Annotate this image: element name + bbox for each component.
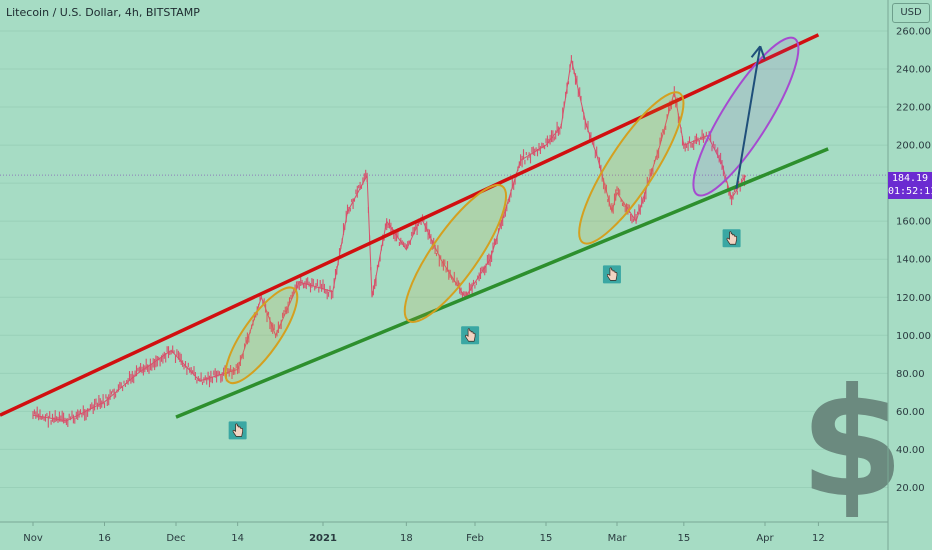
- x-tick-label: 16: [98, 533, 111, 544]
- currency-button[interactable]: USD: [892, 3, 930, 23]
- projection-arrow[interactable]: [735, 46, 762, 190]
- pointing-hand-icon: [602, 265, 621, 284]
- grid: [0, 30, 888, 488]
- x-tick-label: 18: [400, 533, 413, 544]
- y-tick-label: 80.00: [896, 369, 925, 380]
- resistance-trendline[interactable]: [0, 33, 820, 417]
- y-tick-label: 20.00: [896, 483, 925, 494]
- x-tick-label: Feb: [466, 533, 484, 544]
- y-tick-label: 240.00: [896, 65, 931, 76]
- y-tick-label: 60.00: [896, 407, 925, 418]
- impulse-ellipse[interactable]: [214, 278, 309, 392]
- time-axis[interactable]: Nov 16 Dec 14 2021 18 Feb 15 Mar 15 Apr 12: [23, 522, 825, 544]
- projection-ellipse[interactable]: [678, 26, 815, 206]
- pointing-hand-icon: [228, 421, 247, 440]
- y-tick-label: 200.00: [896, 141, 931, 152]
- x-tick-label: 14: [231, 533, 244, 544]
- x-tick-label: Dec: [166, 533, 185, 544]
- y-tick-label: 140.00: [896, 255, 931, 266]
- last-price-label: 184.19: [888, 172, 932, 185]
- bar-countdown: 01:52:11: [888, 185, 932, 199]
- drawings: [0, 26, 829, 419]
- dollar-watermark: $: [800, 357, 904, 531]
- pointer-markers: [228, 229, 741, 440]
- y-tick-label: 160.00: [896, 217, 931, 228]
- x-tick-label: Apr: [756, 533, 774, 544]
- y-tick-label: 120.00: [896, 293, 931, 304]
- y-tick-label: 220.00: [896, 103, 931, 114]
- arrow-head: [759, 45, 766, 60]
- impulse-ellipse[interactable]: [564, 81, 700, 255]
- pointing-hand-icon: [461, 326, 480, 345]
- x-tick-label: Mar: [608, 533, 628, 544]
- x-tick-label: 2021: [309, 533, 337, 544]
- x-tick-label: Nov: [23, 533, 43, 544]
- chart-title: Litecoin / U.S. Dollar, 4h, BITSTAMP: [6, 6, 200, 19]
- x-tick-label: 12: [812, 533, 825, 544]
- support-trendline[interactable]: [175, 147, 829, 419]
- y-tick-label: 260.00: [896, 26, 931, 37]
- x-tick-label: 15: [677, 533, 690, 544]
- y-tick-label: 100.00: [896, 331, 931, 342]
- y-tick-label: 40.00: [896, 445, 925, 456]
- price-series: [32, 55, 747, 428]
- impulse-ellipse[interactable]: [390, 173, 522, 334]
- dollar-sign-icon: $: [800, 357, 904, 531]
- x-tick-label: 15: [540, 533, 553, 544]
- price-line: [32, 59, 747, 422]
- arrow-head: [750, 45, 762, 58]
- pointing-hand-icon: [722, 229, 741, 248]
